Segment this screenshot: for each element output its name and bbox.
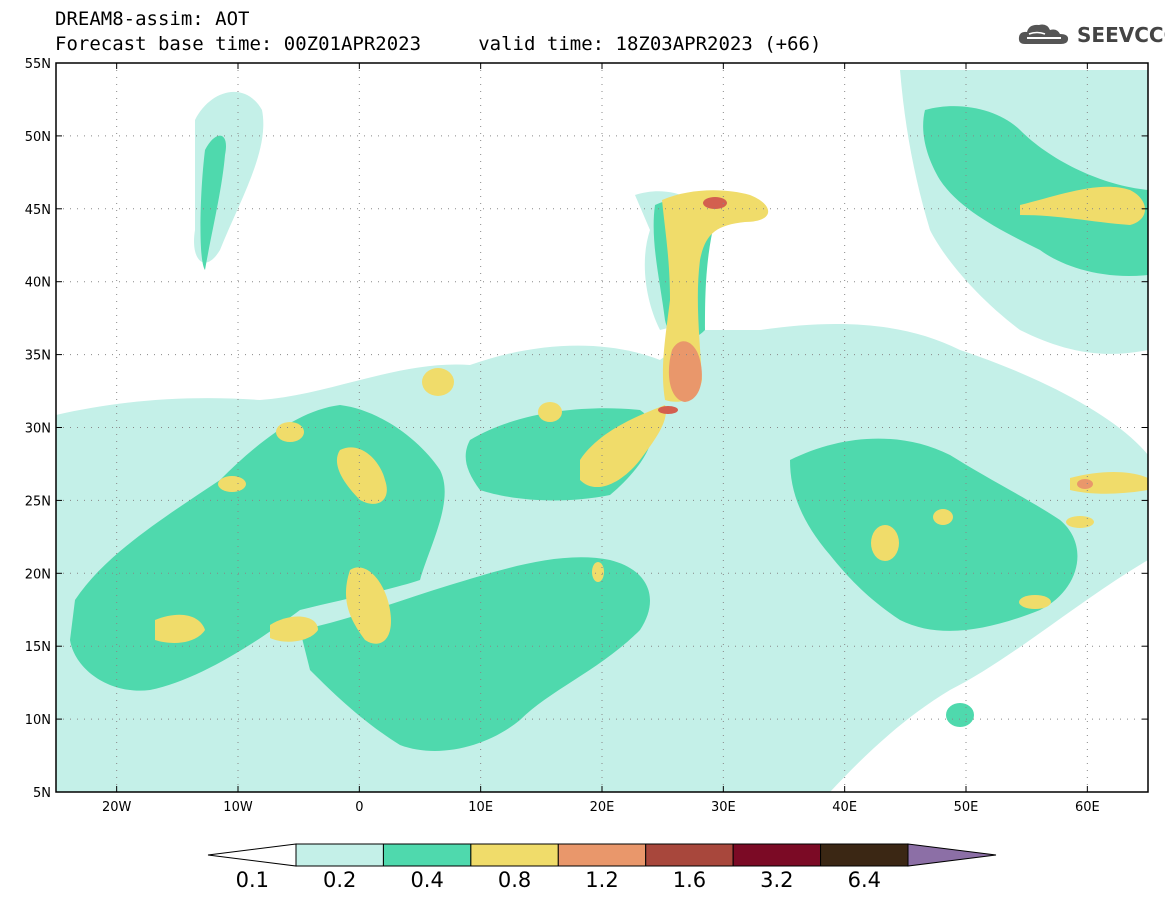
lat-tick-label: 15N: [25, 640, 51, 655]
cloud-icon: [1018, 24, 1069, 44]
aot-level-1.2: [658, 197, 727, 414]
colorbar-bin: [557, 843, 647, 867]
lon-tick-label: 50E: [954, 800, 979, 815]
lat-tick-label: 55N: [25, 57, 51, 72]
lon-tick-label: 20W: [102, 800, 132, 815]
lat-tick-label: 50N: [25, 130, 51, 145]
logo-text: SEEVCCC: [1077, 23, 1165, 47]
lat-tick-label: 35N: [25, 349, 51, 364]
lon-tick-label: 10E: [468, 800, 493, 815]
colorbar-label: 1.2: [585, 868, 619, 892]
colorbar-label: 0.4: [410, 868, 444, 892]
colorbar-bin: [382, 843, 472, 867]
lon-tick-label: 0: [355, 800, 363, 815]
lat-tick-label: 25N: [25, 494, 51, 509]
colorbar-bin: [470, 843, 559, 867]
colorbar-label: 0.8: [497, 868, 532, 892]
aot-level-0.8: [668, 341, 1093, 489]
lat-tick-label: 30N: [25, 422, 51, 437]
colorbar-label: 0.2: [323, 868, 357, 892]
colorbar-bin: [645, 843, 734, 867]
colorbar-over-arrow: [907, 843, 997, 867]
lat-tick-label: 40N: [25, 276, 51, 291]
lon-tick-label: 40E: [832, 800, 857, 815]
seevccc-logo: SEEVCCC: [1017, 22, 1165, 48]
colorbar-label: 3.2: [760, 868, 794, 892]
forecast-time-line: Forecast base time: 00Z01APR2023 valid t…: [55, 33, 822, 55]
colorbar-label: 0.1: [235, 868, 269, 892]
aot-field: [56, 70, 1148, 792]
lon-tick-label: 30E: [711, 800, 736, 815]
colorbar-bin: [295, 843, 384, 867]
colorbar-label: 6.4: [847, 868, 881, 892]
colorbar-bin: [820, 843, 909, 867]
lon-tick-label: 60E: [1075, 800, 1100, 815]
lat-tick-label: 20N: [25, 567, 51, 582]
colorbar: [207, 843, 997, 867]
colorbar-under-arrow: [207, 843, 297, 867]
lon-tick-label: 20E: [590, 800, 615, 815]
map-title: DREAM8-assim: AOT: [55, 8, 250, 30]
lat-tick-label: 10N: [25, 713, 51, 728]
colorbar-bin: [732, 843, 822, 867]
colorbar-label: 1.6: [672, 868, 707, 892]
axis-ticks: 20W 10W 0 10E 20E 30E 40E 50E 60E 55N 50N 45N 40N 35N…: [25, 57, 1148, 815]
lon-tick-label: 10W: [223, 800, 253, 815]
lat-tick-label: 45N: [25, 203, 51, 218]
lat-tick-label: 5N: [33, 786, 51, 801]
